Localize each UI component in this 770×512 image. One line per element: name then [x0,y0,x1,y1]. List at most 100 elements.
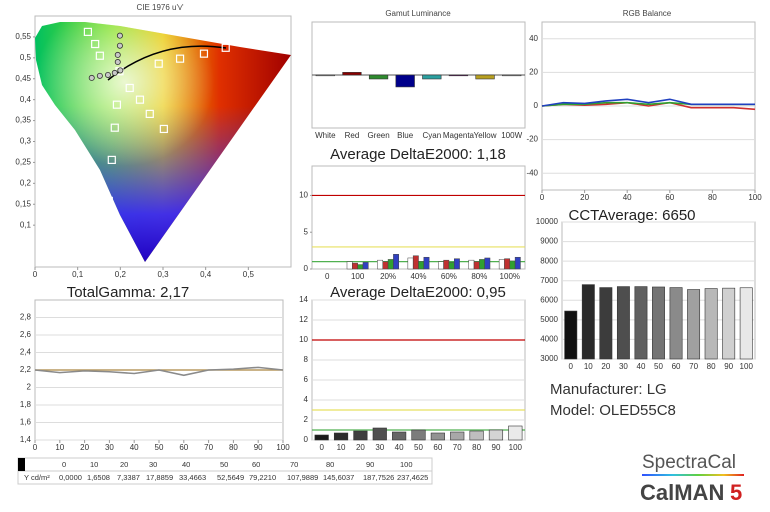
y-tick-label: 20 [529,68,538,77]
y-tick-label: 1,4 [20,435,32,444]
target-point [83,27,93,36]
x-tick-label: 40 [130,443,139,452]
y-tick-label: 0,55 [15,32,31,41]
x-tick-label: 40 [395,443,404,452]
x-tick-label: 100 [740,362,754,371]
table-cell: 107,9889 [287,473,318,482]
y-tick-label: 1,8 [20,400,32,409]
x-tick-label: 90 [724,362,733,371]
bar [498,259,505,270]
target-point [154,59,163,68]
manufacturer: Manufacturer: LG [550,381,667,398]
y-tick-label: 0,4 [20,95,32,104]
y-tick-label: 0 [304,435,309,444]
chart-title: Average DeltaE2000: 1,18 [330,146,506,163]
x-tick-label: 0,5 [243,270,255,279]
y-tick-label: 8 [304,355,309,364]
target-point [112,100,122,109]
x-tick-label: 70 [453,443,462,452]
logo-product: CalMAN [640,480,724,505]
x-tick-label: 10 [55,443,64,452]
x-tick-label: Yellow [474,131,497,140]
table-cell: 7,3387 [117,473,140,482]
x-tick-label: 30 [105,443,114,452]
x-tick-label: Cyan [422,131,441,140]
chart-title: RGB Balance [623,9,672,18]
bar [454,258,460,270]
x-tick-label: 0 [540,193,545,202]
bar [669,287,683,360]
x-tick-label: 90 [254,443,263,452]
y-tick-label: 3000 [540,354,558,363]
measured-point [116,32,123,39]
bar [392,431,407,441]
y-tick-label: 8000 [540,256,558,265]
target-point [125,83,134,93]
bar [484,257,491,270]
x-tick-label: 60 [179,443,188,452]
target-point [95,51,104,60]
x-tick-label: 0 [325,272,330,281]
x-tick-label: Blue [397,131,414,140]
y-tick-label: 40 [529,34,538,43]
table-cell: 187,7526 [363,473,394,482]
bar [448,262,455,270]
y-tick-label: 2,4 [20,348,32,357]
x-tick-label: 70 [204,443,213,452]
y-tick-label: -20 [526,135,538,144]
chart-title: Average DeltaE2000: 0,95 [330,284,506,301]
target-point [175,54,185,63]
y-tick-label: 0,35 [15,116,31,125]
bar [450,431,465,441]
y-tick-label: 2,6 [20,330,32,339]
x-tick-label: 60 [672,362,681,371]
y-tick-label: 0,2 [20,178,32,187]
bar [564,310,578,360]
chart-title: Gamut Luminance [385,9,451,18]
x-tick-label: 20% [380,272,396,281]
bar [353,430,368,441]
x-tick-label: 10 [337,443,346,452]
y-tick-label: 2 [27,383,32,392]
chart-title: CCTAverage: 6650 [568,207,695,224]
table-header-cell: 30 [149,460,157,469]
bar [448,74,469,77]
bar [395,74,415,88]
x-tick-label: 20 [356,443,365,452]
measured-point [88,74,95,81]
bar [509,260,516,270]
table-header-cell: 90 [366,460,374,469]
table-header-cell: 40 [182,460,190,469]
table-cell: 145,6037 [323,473,354,482]
bar [411,429,426,441]
y-tick-label: 14 [299,295,308,304]
table-header-cell: 70 [290,460,298,469]
chart-title: CIE 1976 u'v' [136,3,184,12]
x-tick-label: 0,4 [200,270,212,279]
measured-point [114,59,121,66]
series-line [541,98,755,107]
x-tick-label: 0 [319,443,324,452]
bar [722,287,736,360]
y-tick-label: 10 [299,335,308,344]
x-tick-label: 20 [580,193,589,202]
target-point [104,196,113,206]
x-tick-label: 100 [351,272,365,281]
table-cell: 52,5649 [217,473,244,482]
bar [504,258,511,270]
x-tick-label: 90 [492,443,501,452]
y-tick-label: 10 [299,191,308,200]
bar [412,255,419,270]
bar [443,259,450,270]
table-header-cell: 50 [220,460,228,469]
x-tick-label: 60 [433,443,442,452]
target-point [91,39,100,49]
x-tick-label: 80 [708,193,717,202]
bar [333,432,349,441]
target-point [145,109,154,118]
y-tick-label: 0,3 [20,137,32,146]
table-header-cell: 0 [62,460,66,469]
measured-point [104,71,111,78]
bar [468,259,475,270]
y-tick-label: 1,6 [20,418,32,427]
